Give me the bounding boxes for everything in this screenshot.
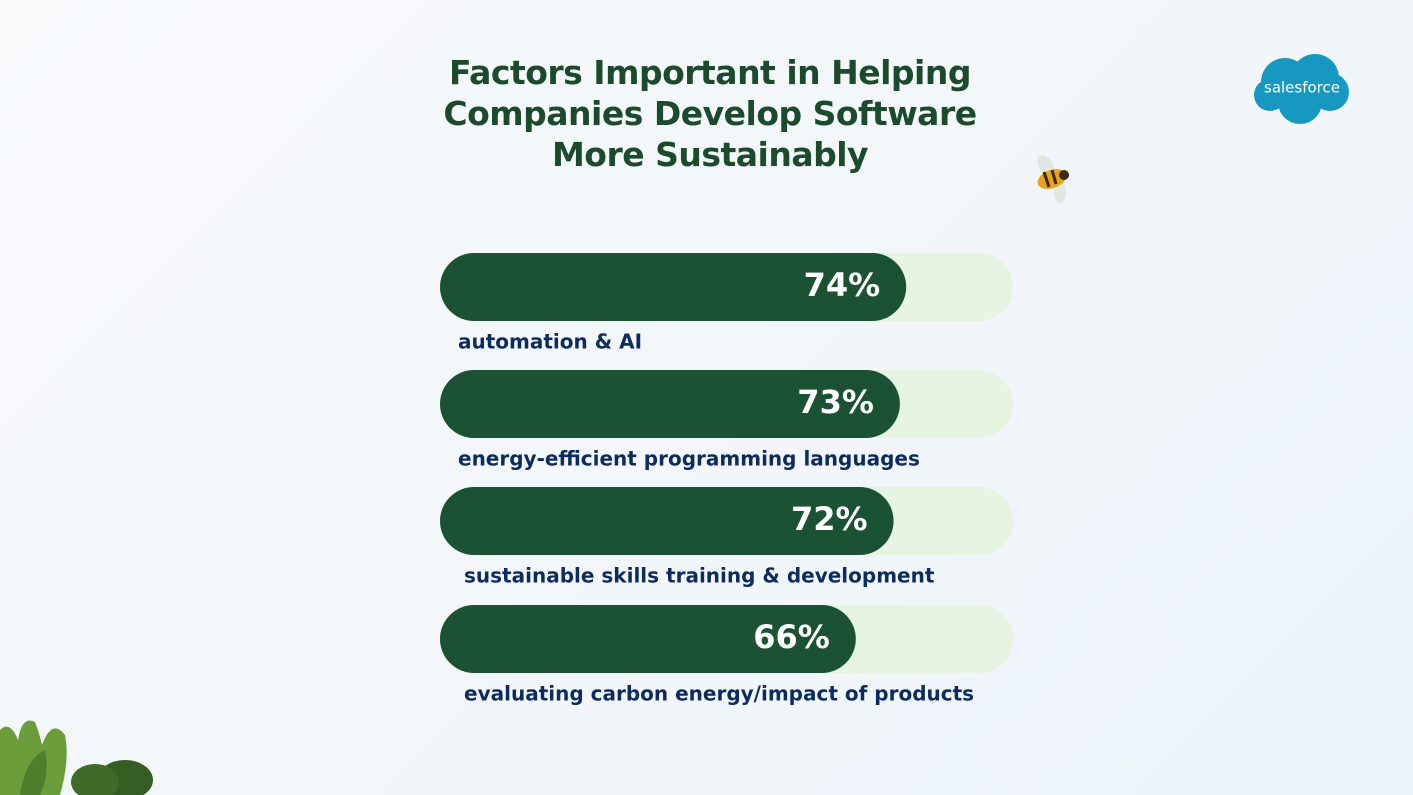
salesforce-logo: salesforce xyxy=(1254,54,1349,124)
value-label: 66% xyxy=(753,618,830,656)
category-label: automation & AI xyxy=(458,330,642,354)
value-label: 73% xyxy=(797,383,874,421)
value-label: 72% xyxy=(791,500,868,538)
category-label: energy-efficient programming languages xyxy=(458,447,920,471)
value-label: 74% xyxy=(804,266,881,304)
bar xyxy=(440,487,894,555)
logo-text: salesforce xyxy=(1264,79,1340,97)
bar xyxy=(440,605,856,673)
chart-title: Factors Important in Helping Companies D… xyxy=(443,53,977,174)
category-label: sustainable skills training & developmen… xyxy=(464,564,935,588)
plants-decoration xyxy=(0,720,153,795)
bee-icon xyxy=(1037,155,1069,203)
bar xyxy=(440,370,900,438)
category-label: evaluating carbon energy/impact of produ… xyxy=(464,682,974,706)
bar xyxy=(440,253,907,321)
